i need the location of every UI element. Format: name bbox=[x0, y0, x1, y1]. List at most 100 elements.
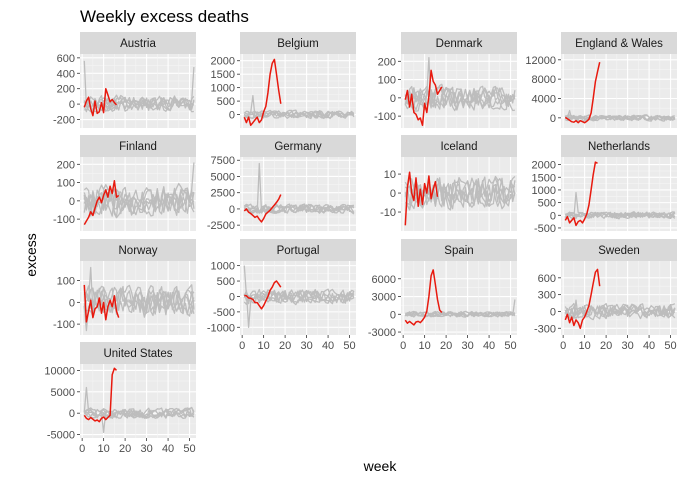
y-tick-label: 400 bbox=[57, 68, 75, 80]
y-axis-title: excess bbox=[23, 233, 39, 277]
series-line-highlight bbox=[564, 268, 601, 330]
y-tick-label: -100 bbox=[53, 319, 75, 331]
strip-norway bbox=[80, 239, 196, 261]
series-line-highlight bbox=[244, 280, 282, 310]
y-tick-label: 0 bbox=[390, 309, 396, 321]
y-tick-label: -3000 bbox=[368, 327, 396, 339]
y-tick-label: -500 bbox=[213, 307, 235, 319]
y-tick-label: 0 bbox=[390, 188, 396, 200]
panels: Austria-2000200400600Belgium050010001500… bbox=[44, 32, 677, 455]
panel-portugal: Portugal -1000 -500 0 500 1000 0 10 20 30 40 50 bbox=[207, 239, 356, 352]
series-line-background bbox=[243, 204, 355, 214]
y-tick-label: 6000 bbox=[372, 274, 396, 286]
series-line-background bbox=[83, 285, 195, 315]
series-group-norway bbox=[83, 266, 195, 332]
x-tick-label: 0 bbox=[560, 340, 566, 352]
y-tick-label: 100 bbox=[378, 75, 396, 87]
y-tick-label: 200 bbox=[57, 159, 75, 171]
y-tick-label: -1000 bbox=[207, 322, 235, 334]
series-group-finland bbox=[83, 162, 195, 225]
series-group-denmark bbox=[404, 57, 516, 127]
y-tick-label: 7500 bbox=[211, 155, 235, 167]
series-line-background bbox=[83, 285, 195, 317]
y-tick-label: 500 bbox=[217, 276, 235, 288]
x-tick-label: 10 bbox=[579, 340, 591, 352]
y-tick-label: 100 bbox=[57, 276, 75, 288]
y-tick-label: 5000 bbox=[211, 171, 235, 183]
y-tick-label: 12000 bbox=[525, 55, 556, 67]
y-tick-label: -100 bbox=[374, 111, 396, 123]
strip-finland bbox=[80, 135, 196, 157]
y-tick-label: 0 bbox=[69, 297, 75, 309]
y-tick-label: 0 bbox=[229, 204, 235, 216]
strip-label-iceland: Iceland bbox=[440, 141, 477, 153]
panel-united-states: United States -5000 0 5000 10000 0 10 20 30 40 50 bbox=[44, 342, 196, 455]
x-tick-label: 0 bbox=[79, 443, 85, 455]
y-tick-label: 2000 bbox=[211, 56, 235, 68]
y-tick-label: 0 bbox=[69, 408, 75, 420]
series-line-highlight bbox=[83, 180, 120, 225]
series-line-background bbox=[404, 57, 516, 111]
strip-label-belgium: Belgium bbox=[277, 38, 319, 50]
series-line-background bbox=[565, 211, 676, 220]
strip-label-austria: Austria bbox=[120, 38, 156, 50]
strip-sweden bbox=[561, 239, 677, 261]
x-tick-label: 10 bbox=[258, 340, 270, 352]
strip-label-finland: Finland bbox=[119, 141, 157, 153]
x-tick-label: 20 bbox=[279, 340, 291, 352]
y-tick-label: 1000 bbox=[211, 261, 235, 273]
x-tick-label: 30 bbox=[140, 443, 152, 455]
series-group-spain bbox=[404, 269, 516, 326]
series-line-background bbox=[404, 310, 516, 318]
y-tick-label: 10000 bbox=[44, 365, 75, 377]
y-tick-label: 0 bbox=[390, 93, 396, 105]
y-tick-label: 3000 bbox=[372, 292, 396, 304]
series-line-background bbox=[243, 288, 355, 305]
y-tick-label: 1500 bbox=[211, 69, 235, 81]
strip-label-germany: Germany bbox=[274, 141, 322, 153]
y-tick-label: 1500 bbox=[532, 172, 556, 184]
series-line-highlight bbox=[564, 62, 601, 124]
series-group-netherlands bbox=[564, 161, 676, 227]
strip-iceland bbox=[401, 135, 517, 157]
x-tick-label: 50 bbox=[183, 443, 195, 455]
strip-label-england-wales: England & Wales bbox=[575, 38, 663, 50]
series-line-background bbox=[564, 114, 676, 122]
x-tick-label: 30 bbox=[621, 340, 633, 352]
y-tick-label: -500 bbox=[534, 223, 556, 235]
series-line-background bbox=[244, 204, 355, 214]
strip-label-spain: Spain bbox=[444, 245, 473, 257]
y-tick-label: 200 bbox=[378, 56, 396, 68]
x-axis-title: week bbox=[363, 458, 398, 474]
y-tick-label: 600 bbox=[538, 273, 556, 285]
y-tick-label: 0 bbox=[229, 110, 235, 122]
chart-title: Weekly excess deaths bbox=[80, 7, 249, 26]
panel-germany: Germany -2500 0 2500 5000 7500 bbox=[207, 135, 356, 232]
x-tick-label: 30 bbox=[461, 340, 473, 352]
y-tick-label: 0 bbox=[550, 306, 556, 318]
y-tick-label: 300 bbox=[538, 290, 556, 302]
panel-denmark: Denmark -100 0 100 200 bbox=[374, 32, 517, 128]
x-tick-label: 40 bbox=[643, 340, 655, 352]
series-line-highlight bbox=[404, 171, 439, 226]
y-tick-label: 5000 bbox=[51, 387, 75, 399]
panel-bg-sweden bbox=[561, 261, 677, 335]
series-group-portugal bbox=[243, 265, 355, 328]
series-group-united-states bbox=[83, 367, 195, 434]
y-tick-label: 8000 bbox=[532, 74, 556, 86]
y-tick-label: 200 bbox=[57, 84, 75, 96]
x-tick-label: 40 bbox=[162, 443, 174, 455]
series-line-highlight bbox=[564, 161, 598, 227]
series-line-background bbox=[564, 302, 676, 318]
series-group-austria bbox=[83, 60, 195, 117]
x-tick-label: 0 bbox=[239, 340, 245, 352]
panel-england-wales: England & Wales 0 4000 8000 12000 bbox=[525, 32, 677, 128]
strip-label-netherlands: Netherlands bbox=[588, 141, 650, 153]
x-tick-label: 0 bbox=[400, 340, 406, 352]
series-line-highlight bbox=[83, 367, 118, 423]
y-tick-label: -100 bbox=[53, 214, 75, 226]
y-tick-label: -200 bbox=[53, 115, 75, 127]
